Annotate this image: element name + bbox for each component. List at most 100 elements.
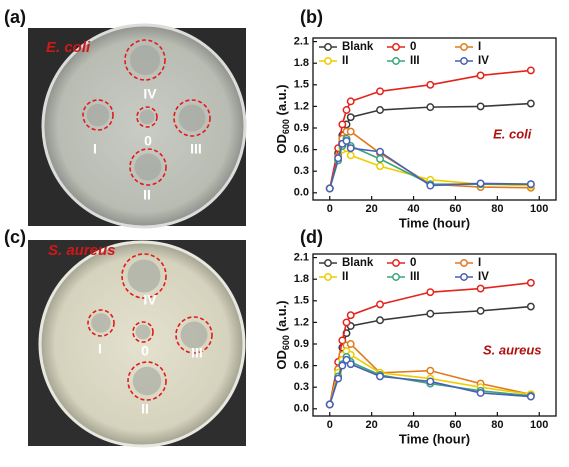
x-tick-label: 0	[327, 419, 333, 431]
zone-label: 0	[144, 133, 152, 149]
y-tick-label: 2.1	[294, 36, 309, 48]
inhibition-zone	[91, 313, 111, 333]
data-point	[426, 366, 435, 375]
data-point	[346, 127, 355, 136]
legend-label: III	[410, 271, 420, 283]
inhibition-zone	[127, 259, 161, 293]
data-point	[426, 103, 435, 112]
panel-label: (c)	[4, 227, 26, 247]
inhibition-zone	[132, 366, 162, 396]
legend-swatch-marker	[324, 259, 332, 267]
data-point	[426, 309, 435, 318]
data-point	[325, 400, 334, 409]
data-point	[526, 302, 535, 311]
zone-outline	[127, 361, 167, 401]
data-point	[426, 377, 435, 386]
y-tick-label: 0.6	[294, 144, 309, 156]
legend-swatch-marker	[460, 57, 468, 65]
x-tick-label: 60	[449, 203, 461, 215]
data-point	[476, 306, 485, 315]
x-tick-label: 20	[366, 419, 378, 431]
data-point	[526, 99, 535, 108]
zone-label: IV	[143, 292, 157, 308]
data-point	[325, 184, 334, 193]
data-point	[476, 179, 485, 188]
data-point	[376, 300, 384, 309]
y-axis-label: OD600 (a.u.)	[274, 300, 291, 369]
x-tick-label: 60	[449, 419, 461, 431]
x-tick-label: 20	[366, 203, 378, 215]
y-axis-label: OD600 (a.u.)	[274, 84, 291, 153]
zone-label: III	[190, 141, 202, 157]
data-point	[346, 360, 355, 369]
annotation: E. coli	[493, 127, 532, 142]
x-tick-label: 0	[327, 203, 333, 215]
y-tick-label: 0.9	[294, 122, 309, 134]
zone-outline	[129, 148, 167, 186]
data-point	[476, 389, 485, 397]
zone-label: II	[143, 187, 151, 203]
y-tick-label: 0.0	[294, 403, 309, 415]
panel-label: (b)	[300, 7, 323, 27]
zone-outline	[132, 321, 154, 343]
y-tick-label: 0.0	[294, 187, 309, 199]
legend-swatch-marker	[392, 57, 400, 65]
zone-label: IV	[143, 86, 157, 102]
plot-frame	[312, 253, 557, 417]
inhibition-zone	[134, 153, 162, 181]
zone-outline	[87, 309, 115, 337]
data-point	[376, 372, 384, 381]
legend-label: 0	[410, 257, 416, 269]
x-axis-label: Time (hour)	[399, 431, 470, 446]
data-point	[334, 154, 343, 163]
data-point	[526, 180, 535, 189]
data-point	[526, 278, 535, 287]
legend-label: II	[342, 55, 348, 67]
annotation: S. aureus	[483, 343, 542, 358]
data-point	[346, 340, 355, 348]
legend-swatch-marker	[460, 273, 468, 281]
y-axis-label-sub: 600	[281, 335, 291, 350]
data-point	[526, 392, 535, 401]
inhibition-zone	[139, 109, 155, 125]
y-axis-label-unit: (a.u.)	[274, 84, 289, 119]
y-tick-label: 0.6	[294, 360, 309, 372]
data-point	[346, 113, 355, 122]
data-point	[426, 181, 435, 190]
data-point	[376, 316, 384, 325]
x-tick-label: 100	[530, 419, 548, 431]
petri-dish	[38, 240, 246, 448]
y-tick-label: 1.8	[294, 57, 309, 69]
zone-label: III	[191, 345, 203, 361]
y-axis-label-main: OD	[274, 350, 289, 370]
data-point	[342, 318, 351, 327]
zone-label: I	[93, 141, 97, 157]
zone-outline	[136, 106, 158, 128]
x-tick-label: 80	[491, 203, 503, 215]
y-axis-label-sub: 600	[281, 119, 291, 134]
y-axis-label-main: OD	[274, 134, 289, 154]
y-tick-label: 1.2	[294, 316, 309, 328]
legend-label: III	[410, 55, 420, 67]
legend-swatch-marker	[460, 43, 468, 51]
data-point	[346, 97, 355, 106]
data-point	[476, 71, 485, 80]
zone-label: 0	[141, 343, 149, 359]
inhibition-zone	[178, 104, 206, 132]
zone-outline	[124, 39, 166, 81]
legend-swatch-marker	[460, 259, 468, 267]
data-point	[426, 80, 435, 89]
organism-label: S. aureus	[48, 242, 116, 259]
legend-swatch-marker	[324, 57, 332, 65]
data-point	[346, 144, 355, 153]
x-tick-label: 80	[491, 419, 503, 431]
legend-swatch-marker	[392, 259, 400, 267]
x-tick-label: 40	[407, 203, 419, 215]
data-point	[376, 155, 384, 163]
y-tick-label: 0.9	[294, 338, 309, 350]
panel-label: (a)	[4, 7, 26, 27]
x-tick-label: 100	[530, 203, 548, 215]
y-tick-label: 1.5	[294, 79, 309, 91]
series-line	[328, 102, 531, 189]
